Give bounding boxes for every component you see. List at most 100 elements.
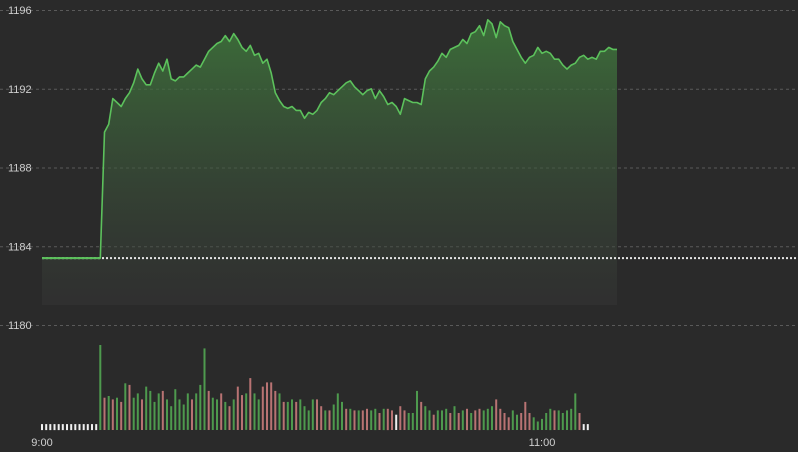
volume-bar <box>311 399 314 430</box>
volume-bar <box>374 408 377 431</box>
volume-bar <box>541 418 543 430</box>
y-tick-label: 1180 <box>8 320 32 332</box>
volume-bar <box>578 413 581 430</box>
volume-bar <box>574 393 577 430</box>
volume-bar <box>220 393 223 430</box>
volume-bar <box>366 408 368 431</box>
volume-bar <box>445 408 448 431</box>
volume-bar <box>303 406 306 430</box>
volume-bar <box>320 406 323 430</box>
volume-bar <box>141 399 143 430</box>
volume-bar <box>195 393 198 430</box>
volume-bar <box>561 413 564 430</box>
volume-bar <box>407 413 410 430</box>
x-axis-ticks: 9:00 11:00 <box>31 437 555 449</box>
volume-bar <box>266 382 268 430</box>
volume-bar <box>524 401 527 430</box>
x-tick-label: 11:00 <box>529 437 556 449</box>
volume-bar <box>491 406 493 430</box>
volume-bar <box>453 406 456 430</box>
volume-bar <box>474 410 477 430</box>
volume-bar <box>203 348 206 430</box>
volume-bar <box>245 393 248 430</box>
y-tick-label: 1192 <box>8 84 32 96</box>
volume-bar <box>528 413 531 430</box>
volume-bar <box>436 410 439 430</box>
volume-bar <box>153 401 156 430</box>
volume-bar <box>399 406 402 430</box>
volume-bar <box>61 424 64 431</box>
volume-bar <box>336 393 339 430</box>
volume-bar <box>478 408 481 431</box>
volume-bar <box>449 413 452 430</box>
volume-bar <box>516 414 518 430</box>
volume-bar <box>132 397 135 430</box>
volume-bar <box>111 399 114 430</box>
volume-bar <box>53 424 56 431</box>
volume-bar <box>199 384 202 430</box>
volume-bar <box>249 378 252 430</box>
volume-bar <box>361 410 364 430</box>
volume-bar <box>216 399 218 430</box>
volume-bar <box>457 413 460 430</box>
volume-bar <box>116 397 118 430</box>
volume-bar <box>432 414 435 430</box>
volume-bar <box>191 399 193 430</box>
volume-bar <box>166 399 168 430</box>
volume-bar <box>549 408 552 431</box>
volume-bar <box>341 401 343 430</box>
volume-bar <box>103 397 106 430</box>
price-line <box>42 19 617 259</box>
volume-bar <box>495 399 498 430</box>
volume-bar <box>49 424 52 431</box>
volume-bar <box>124 383 127 431</box>
volume-bar <box>582 424 585 431</box>
volume-bar <box>282 401 285 430</box>
volume-bar <box>291 399 293 430</box>
volume-bar <box>224 401 227 430</box>
volume-bar <box>178 399 181 430</box>
volume-bar <box>120 401 123 430</box>
volume-bar <box>382 408 385 431</box>
volume-bar <box>78 424 81 431</box>
volume-bar <box>470 413 473 430</box>
volume-bar <box>145 386 148 430</box>
volume-bar <box>391 410 393 430</box>
volume-bar <box>74 424 77 431</box>
volume-bar <box>411 413 414 430</box>
volume-bar <box>324 410 327 430</box>
volume-bar <box>545 413 548 430</box>
volume-bar <box>420 401 423 430</box>
volume-bar <box>257 399 260 430</box>
volume-bar <box>232 399 235 430</box>
volume-bar <box>345 408 348 431</box>
volume-bar <box>170 406 173 430</box>
volume-bar <box>307 410 310 430</box>
y-tick-label: 1184 <box>8 241 32 253</box>
y-tick-label: 1196 <box>8 5 32 17</box>
volume-bar <box>441 410 443 430</box>
volume-bar <box>253 393 256 430</box>
volume-bar <box>370 410 373 430</box>
volume-bar <box>295 401 298 430</box>
volume-bar <box>520 413 523 430</box>
volume-bar <box>586 424 589 431</box>
volume-bar <box>186 393 189 430</box>
volume-bar <box>41 424 43 431</box>
volume-bar <box>161 390 164 430</box>
price-area <box>42 19 617 306</box>
volume-bar <box>136 393 139 430</box>
volume-bar <box>424 406 427 430</box>
y-tick-label: 1188 <box>8 163 32 175</box>
volume-bar <box>182 404 185 430</box>
volume-bar <box>270 382 273 430</box>
volume-bar <box>66 424 68 431</box>
volume-bar <box>499 408 502 431</box>
volume-bar <box>536 421 539 430</box>
volume-bar <box>82 424 85 431</box>
volume-bar <box>466 408 468 431</box>
volume-bar <box>349 408 352 431</box>
volume-bars <box>41 345 589 431</box>
